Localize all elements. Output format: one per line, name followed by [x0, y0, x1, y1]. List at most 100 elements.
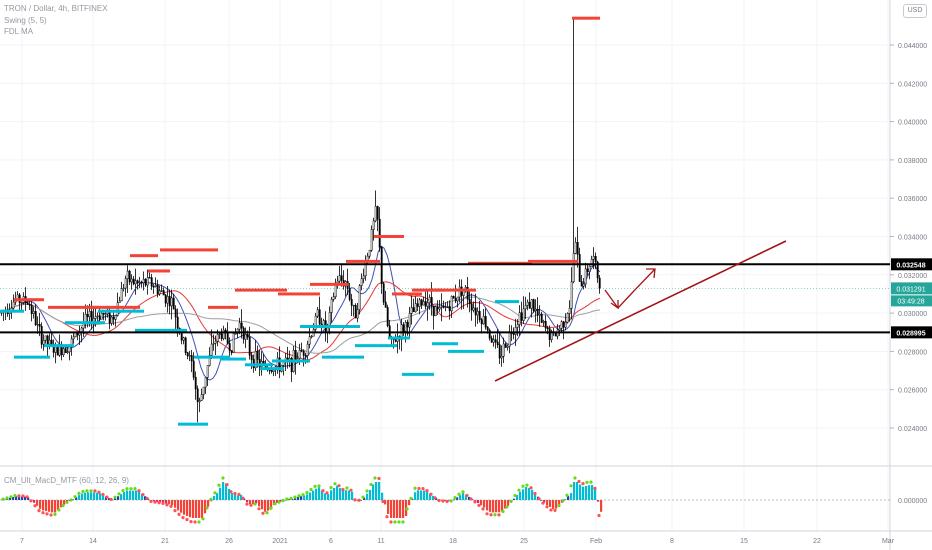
candle-body — [540, 313, 543, 323]
x-tick-label: 25 — [520, 538, 528, 545]
macd-line-point — [573, 476, 577, 480]
macd-line-point — [173, 509, 177, 513]
macd-line-point — [325, 491, 329, 495]
macd-line-point — [269, 506, 273, 510]
candle-body — [432, 306, 435, 317]
projection-arrow[interactable] — [604, 268, 656, 310]
candle-body — [212, 342, 215, 345]
candle-body — [226, 332, 229, 344]
macd-bar — [573, 482, 576, 500]
macd-bar — [513, 498, 516, 500]
swing-low-mark — [98, 309, 144, 313]
candle-body — [188, 355, 191, 357]
candle-body — [578, 254, 581, 282]
candle-body — [338, 275, 341, 282]
y-tick-label: 0.024000 — [898, 426, 927, 433]
candle-body — [246, 334, 249, 338]
swing-low-mark — [260, 367, 284, 371]
candle-body — [500, 356, 503, 359]
swing-high-mark — [278, 292, 320, 296]
macd-line-point — [37, 509, 41, 513]
macd-line-point — [161, 501, 165, 506]
candle-body — [534, 308, 537, 311]
macd-line-point — [209, 497, 213, 502]
macd-bar — [189, 500, 192, 518]
candle-body — [350, 299, 353, 306]
price-axis: 0.024000 0.026000 0.028000 0.030000 0.032000… — [890, 43, 927, 505]
macd-bar — [228, 489, 231, 500]
macd-bar — [552, 500, 555, 509]
macd-line-point — [433, 496, 437, 500]
candle-body — [538, 313, 541, 316]
macd-bar — [288, 499, 291, 500]
last-price-label: 0.031291 — [896, 286, 925, 293]
countdown-badge — [891, 295, 932, 307]
candle-body — [220, 333, 223, 339]
candle-body — [194, 376, 197, 390]
macd-line-point — [69, 498, 73, 502]
uptrend-line[interactable] — [494, 240, 787, 382]
macd-line-point — [157, 501, 161, 505]
x-tick-label: Mar — [882, 538, 895, 545]
candle-body — [438, 307, 441, 310]
macd-bar — [15, 496, 18, 500]
macd-line-point — [261, 511, 265, 515]
macd-line-point — [133, 487, 137, 491]
macd-bar — [180, 500, 183, 513]
swing-low-mark — [245, 363, 273, 367]
macd-line-point — [585, 480, 589, 484]
candle-body — [370, 229, 373, 251]
macd-line-point — [341, 488, 345, 492]
candle-body — [42, 340, 45, 345]
candle-body — [202, 386, 205, 395]
macd-bar — [132, 490, 135, 500]
candle-body — [470, 303, 473, 311]
macd-bar — [309, 492, 312, 500]
candle-body — [582, 283, 585, 287]
macd-line-point — [217, 483, 221, 487]
macd-line-point — [557, 504, 561, 508]
macd-line-point — [117, 492, 121, 496]
macd-bar — [87, 492, 90, 500]
macd-line-point — [453, 496, 457, 500]
macd-bar — [360, 500, 363, 501]
candle-body — [336, 280, 339, 284]
candle-body — [150, 277, 153, 287]
candle-body — [46, 335, 49, 345]
macd-bar — [279, 500, 282, 502]
macd-bar — [78, 495, 81, 500]
macd-bar — [315, 488, 318, 500]
y-tick-label: 0.038000 — [898, 158, 927, 165]
macd-bar — [36, 500, 39, 506]
swing-low-mark — [135, 328, 187, 332]
y-tick-label: 0.034000 — [898, 235, 927, 242]
candle-body — [282, 361, 285, 366]
macd-bar — [258, 500, 261, 507]
macd-line-point — [245, 502, 249, 506]
candle-body — [228, 343, 231, 351]
candle-body — [418, 299, 421, 307]
candle-body — [394, 339, 397, 342]
swing-high-mark — [346, 259, 380, 263]
candle-body — [486, 326, 489, 331]
macd-line-point — [409, 496, 413, 500]
swing-high-mark — [208, 305, 238, 309]
macd-bar — [54, 500, 57, 513]
candle-body — [140, 281, 143, 284]
candle-body — [524, 305, 527, 310]
x-tick-label: 6 — [329, 538, 333, 545]
candle-body — [120, 288, 123, 302]
swing-high-mark — [90, 305, 140, 309]
candle-body — [216, 334, 219, 342]
macd-bar — [123, 492, 126, 500]
candle-body — [528, 301, 531, 309]
currency-button[interactable]: USD — [903, 4, 927, 18]
candle-body — [72, 336, 75, 340]
macd-line-point — [97, 490, 101, 494]
swing-high-mark — [430, 288, 476, 292]
macd-line-point — [189, 520, 193, 524]
candle-body — [300, 350, 303, 352]
candle-body — [348, 288, 351, 300]
candle-body — [118, 300, 121, 303]
